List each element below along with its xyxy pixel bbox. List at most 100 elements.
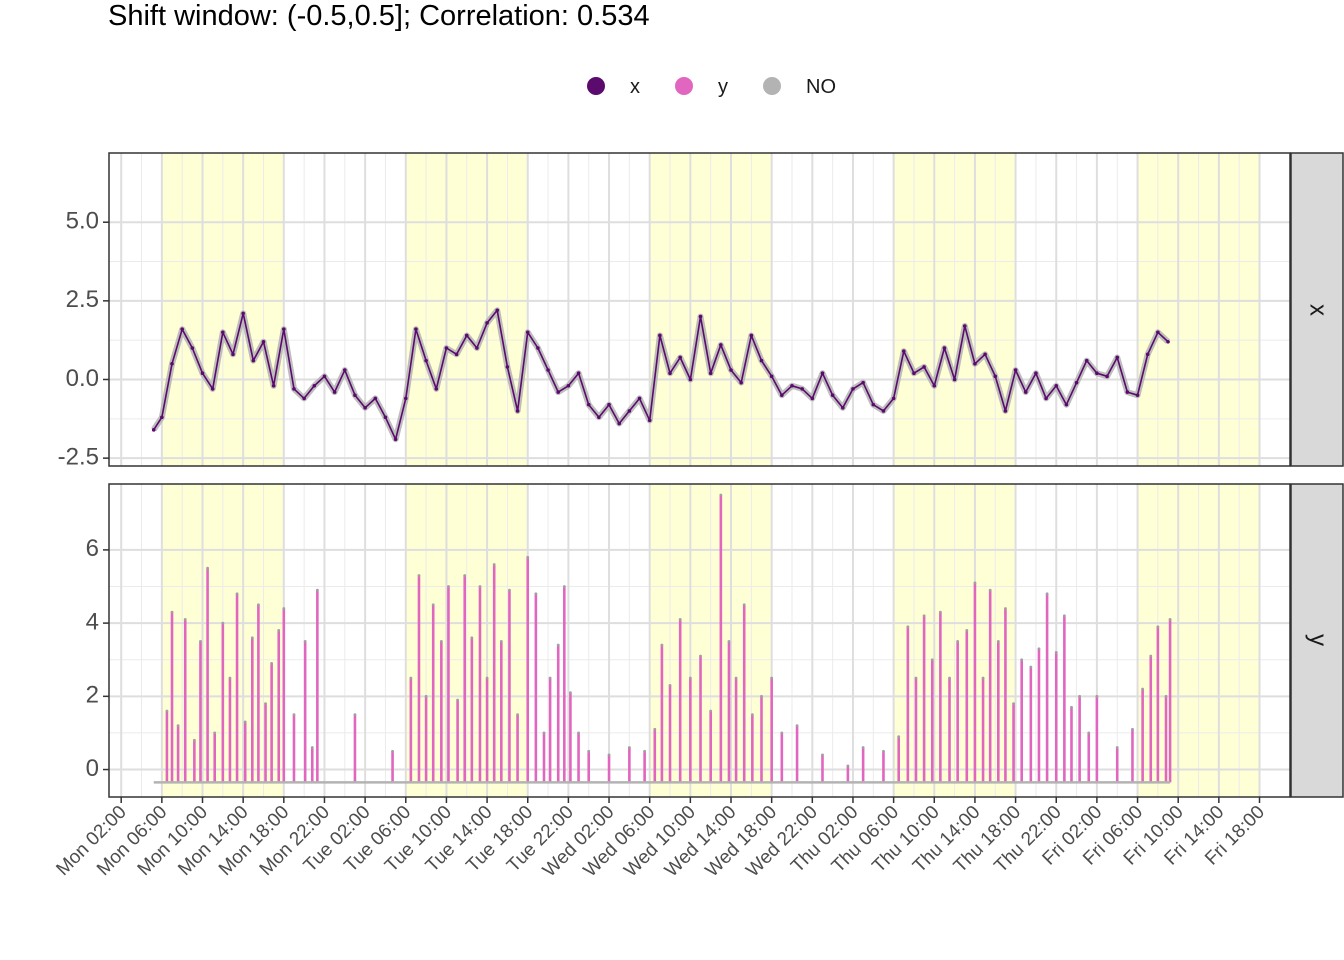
data-point-no [1131, 727, 1134, 731]
data-point-x [434, 387, 439, 391]
facet-panel-y: 0 2 4 6 [86, 483, 1291, 798]
data-point-no [447, 585, 450, 588]
data-point-no [470, 636, 474, 640]
data-point-no [1149, 654, 1153, 658]
data-point-no [734, 676, 738, 680]
data-point-x [485, 321, 489, 325]
data-point-no [282, 607, 286, 610]
data-point-no [1037, 647, 1041, 651]
data-point-x [932, 383, 937, 388]
data-point-x [597, 415, 601, 420]
data-point-no [1020, 658, 1024, 662]
data-point-x [637, 396, 642, 401]
data-point-no [199, 640, 202, 643]
data-point-x [342, 368, 347, 372]
data-point-no [1095, 694, 1099, 698]
data-point-no [709, 709, 713, 713]
y-tick-label: 2 [86, 682, 99, 709]
data-point-no [996, 640, 1000, 643]
data-point-x [901, 349, 906, 353]
data-point-no [310, 746, 314, 749]
data-point-x [871, 402, 876, 407]
data-point-x [983, 352, 987, 357]
data-point-x [973, 361, 977, 366]
data-point-x [810, 396, 815, 401]
data-point-no [353, 713, 357, 717]
data-point-x [1034, 371, 1038, 376]
data-point-no [1029, 665, 1033, 669]
data-point-no [243, 720, 247, 724]
y-tick-label: 2.5 [66, 286, 99, 313]
data-point-x [231, 352, 235, 357]
data-point-x [708, 371, 713, 376]
data-point-no [569, 691, 572, 695]
data-point-x [312, 383, 317, 388]
data-point-x [912, 371, 916, 376]
y-tick-label: -2.5 [58, 443, 99, 470]
data-point-no [653, 727, 657, 731]
data-point-no [508, 588, 511, 592]
data-point-no [213, 731, 217, 735]
data-point-no [742, 603, 746, 607]
data-point-x [424, 358, 428, 363]
data-point-no [948, 676, 951, 680]
data-point-no [431, 603, 435, 607]
data-point-no [1054, 650, 1058, 654]
data-point-x [302, 396, 306, 401]
data-point-x [719, 343, 723, 347]
data-point-x [546, 368, 550, 372]
data-point-x [1166, 339, 1170, 344]
data-point-x [454, 352, 459, 357]
data-point-x [180, 327, 184, 331]
data-point-x [617, 421, 622, 426]
data-point-no [882, 749, 885, 753]
data-point-x [170, 361, 174, 366]
data-point-no [1164, 694, 1168, 698]
data-point-x [363, 406, 367, 410]
data-point-no [1004, 607, 1007, 610]
data-point-x [1084, 358, 1089, 363]
data-point-no [668, 683, 672, 687]
data-point-x [627, 409, 632, 413]
data-point-x [830, 393, 835, 398]
legend-key-no [763, 77, 781, 95]
data-point-no [499, 640, 503, 643]
data-point-x [769, 374, 774, 379]
data-point-no [485, 676, 489, 680]
data-point-x [241, 311, 245, 316]
data-point-x [780, 393, 784, 398]
y-tick-label: 0.0 [66, 365, 99, 392]
data-point-x [576, 371, 581, 376]
legend-key-x [587, 77, 605, 95]
data-point-x [160, 415, 164, 420]
legend-label-x: x [630, 76, 640, 98]
data-point-x [221, 330, 225, 335]
data-point-no [577, 731, 580, 735]
data-point-no [228, 676, 232, 680]
data-point-no [1012, 702, 1015, 706]
data-point-x [566, 383, 571, 388]
data-point-no [780, 731, 784, 735]
data-point-no [165, 709, 169, 713]
panel-border [108, 152, 1291, 467]
data-point-no [627, 746, 631, 749]
data-point-x [942, 346, 947, 350]
data-point-no [303, 640, 307, 643]
data-point-x [1135, 393, 1140, 398]
y-tick-label: 0 [86, 755, 99, 782]
data-point-no [1087, 731, 1091, 735]
data-point-x [729, 368, 733, 372]
data-point-no [930, 658, 934, 662]
data-point-x [322, 374, 327, 379]
data-point-x [1095, 371, 1099, 376]
data-point-x [444, 346, 449, 350]
data-point-x [282, 327, 286, 331]
data-point-x [1023, 390, 1028, 394]
data-point-x [1115, 355, 1120, 360]
data-point-x [688, 377, 693, 382]
data-point-no [750, 713, 754, 717]
legend-key-y [675, 77, 693, 95]
data-point-x [373, 396, 378, 401]
